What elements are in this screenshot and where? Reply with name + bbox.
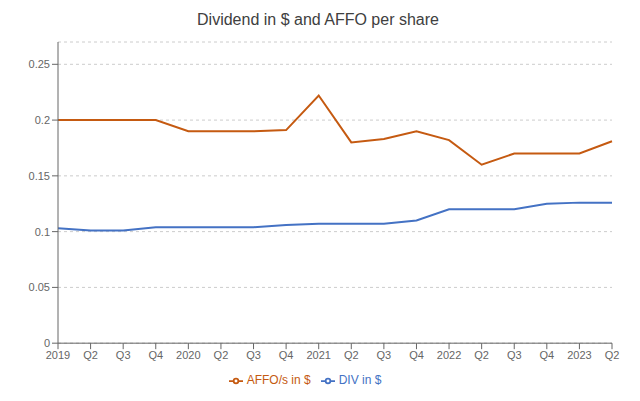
svg-text:0.15: 0.15 — [29, 170, 50, 182]
svg-text:0.25: 0.25 — [29, 58, 50, 70]
svg-text:Q3: Q3 — [377, 349, 392, 361]
svg-text:0.2: 0.2 — [35, 114, 50, 126]
svg-text:Q3: Q3 — [116, 349, 131, 361]
svg-text:Q3: Q3 — [507, 349, 522, 361]
svg-text:0.1: 0.1 — [35, 226, 50, 238]
html-text:DIV in $: DIV in $ — [338, 373, 382, 388]
svg-text:Q2: Q2 — [605, 349, 620, 361]
svg-text:2021: 2021 — [306, 349, 330, 361]
svg-text:Q2: Q2 — [214, 349, 229, 361]
html-text:Dividend in $ and AFFO per sha: Dividend in $ and AFFO per share — [197, 11, 439, 28]
svg-text:Q4: Q4 — [279, 349, 294, 361]
svg-text:0: 0 — [44, 337, 50, 349]
svg-text:2019: 2019 — [46, 349, 70, 361]
svg-text:Q2: Q2 — [83, 349, 98, 361]
svg-text:Q2: Q2 — [344, 349, 359, 361]
svg-text:2022: 2022 — [437, 349, 461, 361]
html-text:AFFO/s in $: AFFO/s in $ — [246, 373, 311, 388]
svg-text:2023: 2023 — [567, 349, 591, 361]
svg-text:Q2: Q2 — [474, 349, 489, 361]
svg-text:Q4: Q4 — [409, 349, 424, 361]
svg-text:Q3: Q3 — [246, 349, 261, 361]
svg-text:0.05: 0.05 — [29, 281, 50, 293]
svg-text:2020: 2020 — [176, 349, 200, 361]
svg-text:Q4: Q4 — [148, 349, 163, 361]
svg-text:Q4: Q4 — [539, 349, 554, 361]
